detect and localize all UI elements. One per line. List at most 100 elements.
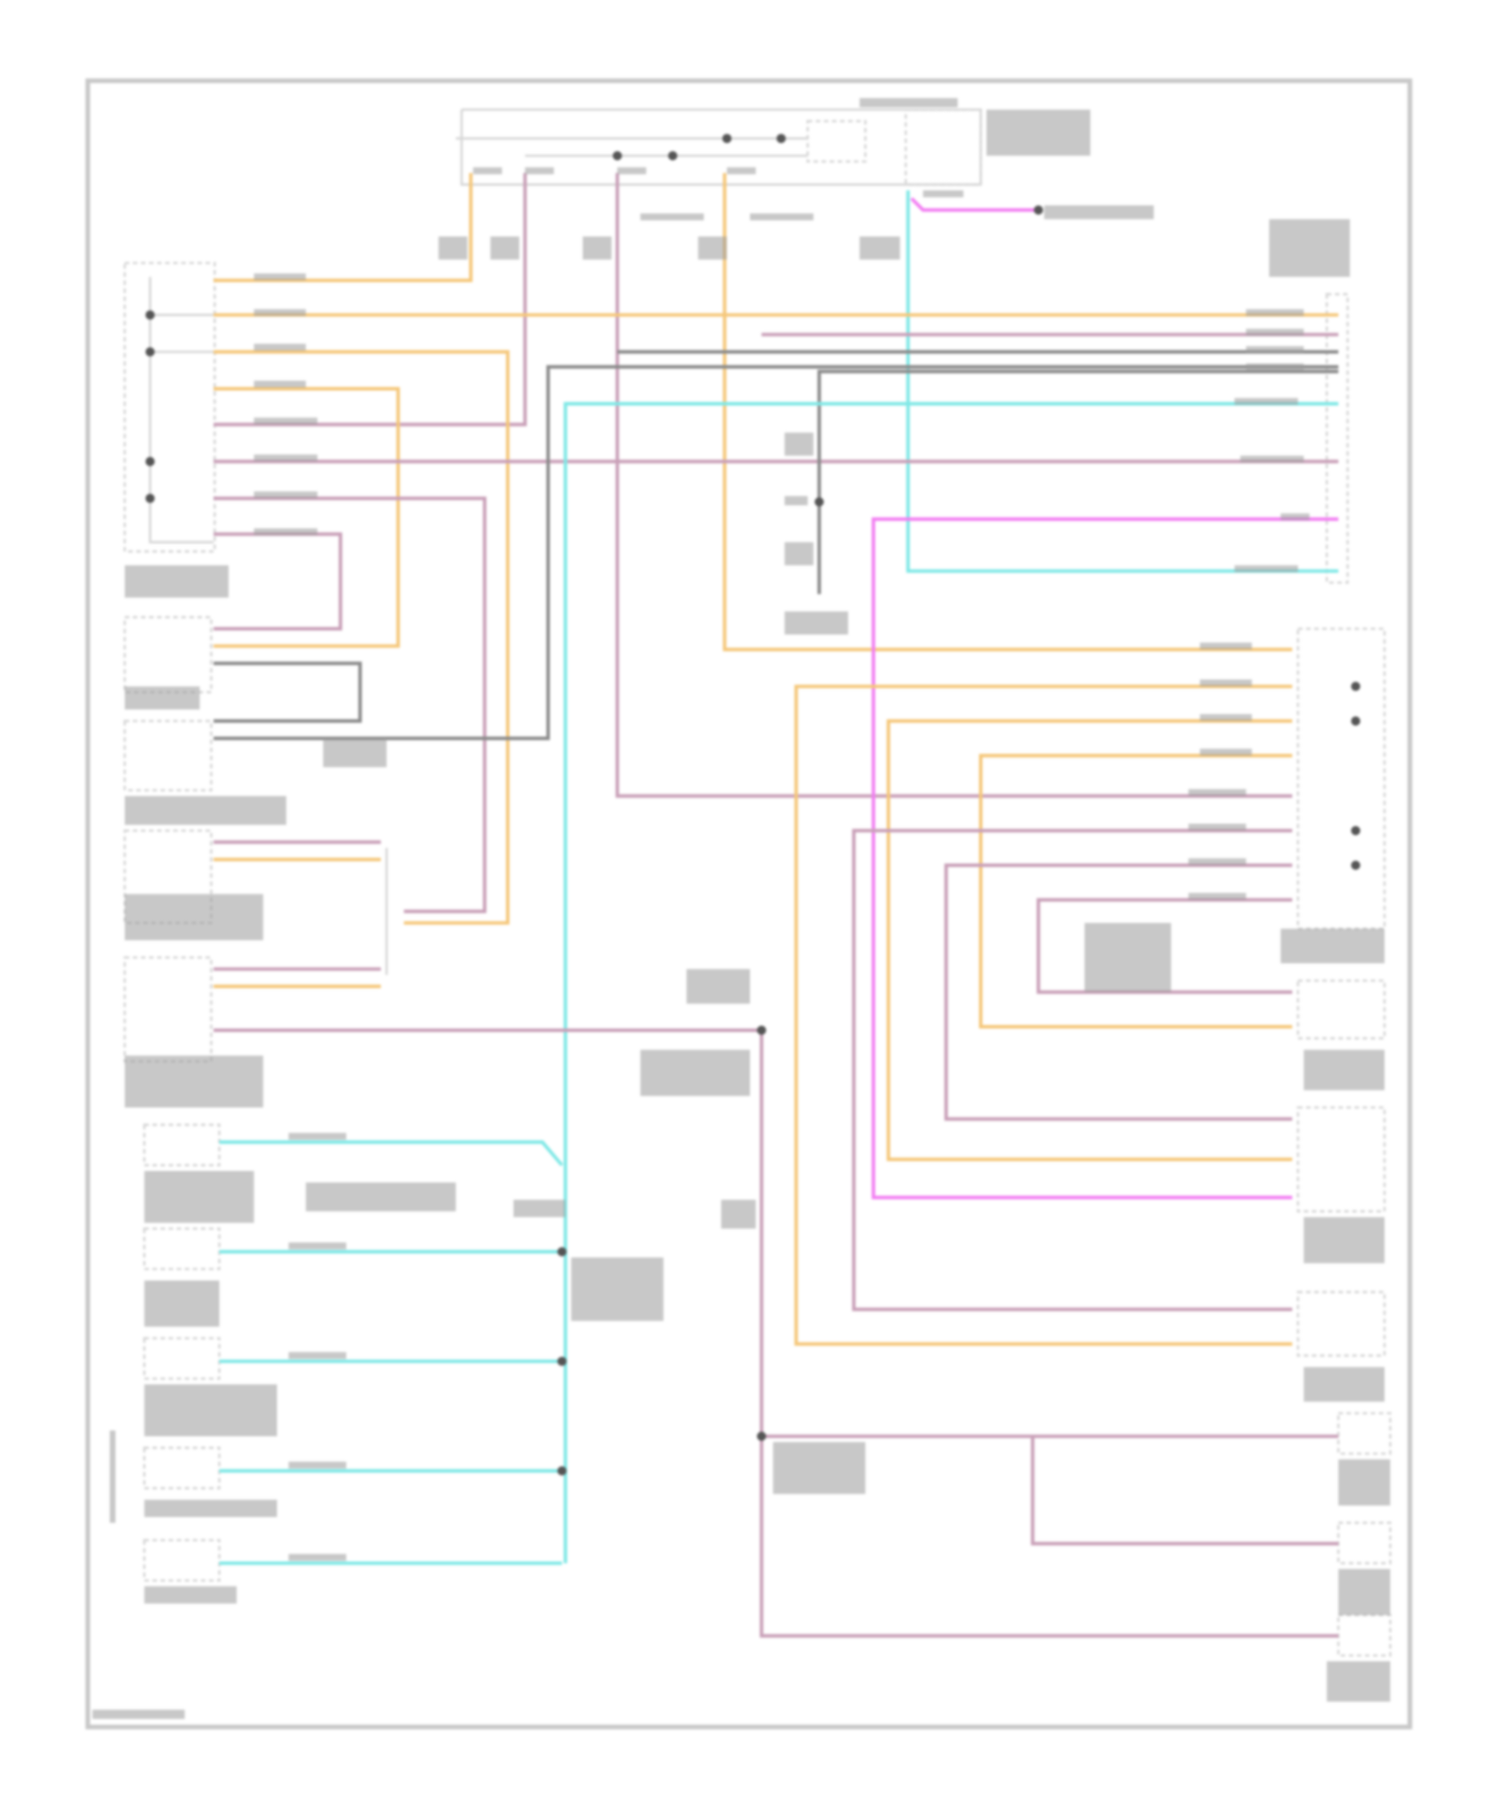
diagram-frame	[85, 78, 1413, 1730]
illegible-label-53	[288, 1553, 347, 1561]
illegible-label-63	[784, 432, 814, 456]
illegible-label-58	[144, 1586, 237, 1604]
illegible-label-28	[1199, 714, 1252, 722]
component-box-6	[123, 956, 213, 1063]
illegible-label-17	[323, 738, 387, 768]
wire-7	[906, 190, 1339, 573]
component-box-2	[123, 261, 216, 553]
illegible-label-26	[1199, 642, 1252, 650]
illegible-label-22	[1234, 398, 1298, 405]
wire-0	[460, 108, 982, 186]
wire-10	[213, 350, 510, 925]
wire-14	[213, 532, 343, 631]
component-box-8	[143, 1227, 221, 1271]
illegible-label-50	[288, 1242, 347, 1250]
splice-dot-11	[1351, 860, 1361, 870]
splice-dot-10	[1351, 826, 1361, 836]
illegible-label-42	[686, 969, 750, 1004]
illegible-label-45	[773, 1442, 866, 1494]
splice-dot-18	[756, 1025, 767, 1035]
wires	[148, 108, 1339, 1638]
component-box-0	[806, 119, 867, 163]
illegible-label-62	[698, 236, 727, 260]
wire-29	[759, 1030, 1339, 1638]
splice-dot-2	[722, 133, 732, 144]
illegible-label-64	[784, 496, 808, 506]
splice-dot-16	[814, 497, 824, 507]
wire-24	[978, 753, 1293, 1029]
splices	[145, 133, 1361, 1476]
illegible-label-9	[253, 454, 318, 462]
splice-dot-12	[557, 1247, 567, 1257]
illegible-label-19	[1246, 328, 1304, 336]
illegible-label-1	[859, 98, 958, 108]
illegible-label-59	[438, 236, 468, 260]
illegible-label-4	[253, 273, 306, 281]
illegible-label-32	[1188, 858, 1247, 866]
splice-dot-1	[668, 151, 678, 161]
splice-dot-3	[776, 133, 786, 144]
illegible-label-13	[124, 686, 200, 710]
illegible-label-70	[617, 167, 647, 175]
splice-dot-9	[1351, 716, 1361, 726]
wire-25	[852, 828, 1293, 1312]
splice-dot-15	[756, 1431, 767, 1441]
illegible-label-69	[525, 167, 554, 175]
splice-dot-17	[1033, 205, 1044, 215]
illegible-label-38	[1303, 1367, 1385, 1402]
wire-42	[148, 276, 214, 544]
illegible-label-34	[1084, 922, 1172, 993]
component-box-4	[123, 719, 213, 792]
wire-13	[213, 496, 487, 914]
splice-dot-6	[145, 456, 155, 467]
illegible-label-74	[923, 190, 964, 198]
illegible-label-23	[1240, 455, 1304, 463]
illegible-label-18	[1246, 309, 1304, 317]
illegible-label-48	[305, 1182, 456, 1212]
component-box-18	[1337, 1613, 1392, 1657]
wire-26	[944, 863, 1293, 1121]
illegible-label-76	[109, 1430, 116, 1523]
illegible-label-10	[253, 491, 318, 499]
illegible-label-29	[1199, 748, 1252, 756]
component-box-3	[123, 616, 213, 694]
component-box-10	[143, 1446, 221, 1490]
illegible-label-0	[986, 109, 1091, 156]
illegible-label-75	[92, 1709, 185, 1719]
component-box-7	[143, 1123, 221, 1167]
wire-6	[722, 173, 1293, 652]
illegible-label-46	[721, 1199, 756, 1229]
component-box-14	[1296, 1106, 1386, 1213]
illegible-label-8	[253, 417, 318, 425]
illegible-label-30	[1188, 789, 1247, 797]
illegible-label-67	[859, 236, 900, 260]
illegible-label-14	[124, 796, 287, 825]
illegible-label-52	[288, 1461, 347, 1469]
wire-18	[817, 369, 1339, 595]
illegible-label-43	[640, 1049, 750, 1096]
wire-22	[794, 684, 1293, 1346]
illegible-label-12	[124, 565, 229, 598]
illegible-label-54	[144, 1170, 254, 1223]
illegible-label-51	[288, 1352, 347, 1359]
illegible-label-36	[1303, 1049, 1385, 1091]
illegible-label-49	[288, 1132, 347, 1140]
wire-17	[213, 365, 1339, 741]
illegible-label-37	[1303, 1217, 1385, 1264]
component-box-12	[1296, 627, 1386, 930]
illegible-label-20	[1246, 346, 1304, 354]
splice-dot-5	[145, 347, 155, 357]
illegible-label-40	[1338, 1568, 1391, 1616]
illegible-label-15	[124, 894, 264, 941]
illegible-label-35	[1280, 928, 1385, 964]
splice-dot-13	[557, 1356, 567, 1366]
wire-21	[871, 517, 1339, 1200]
illegible-label-72	[640, 213, 704, 221]
splice-dot-4	[145, 310, 155, 320]
illegible-label-6	[253, 343, 306, 351]
component-box-15	[1296, 1290, 1386, 1357]
component-box-11	[143, 1538, 221, 1582]
splice-dot-8	[1351, 681, 1361, 692]
illegible-label-71	[726, 167, 756, 175]
